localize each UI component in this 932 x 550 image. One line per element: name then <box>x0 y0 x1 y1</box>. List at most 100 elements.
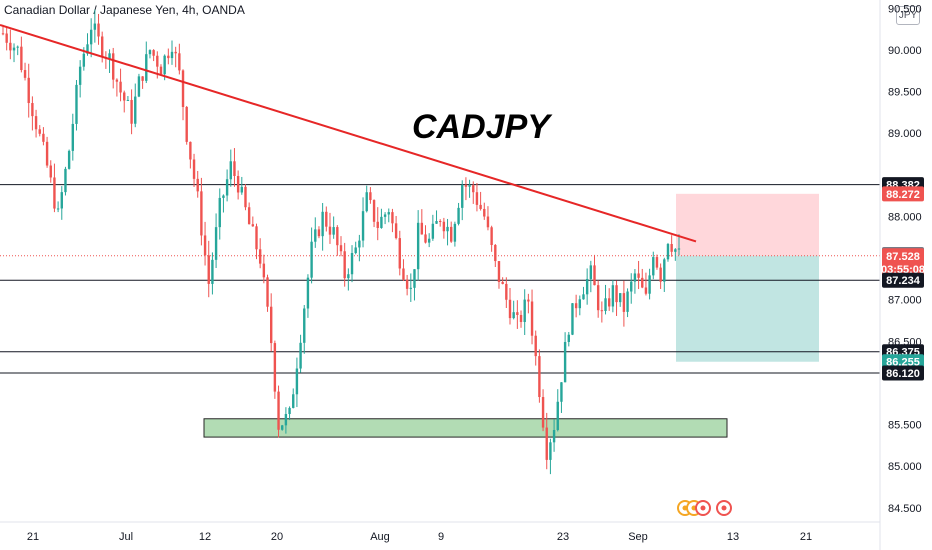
candle-body <box>339 245 343 252</box>
candle-body <box>659 267 662 282</box>
candle-body <box>607 298 611 307</box>
candle-body <box>200 191 203 236</box>
candle-body <box>49 165 52 178</box>
candle-body <box>328 226 332 235</box>
candle-body <box>266 277 269 307</box>
trendline[interactable] <box>0 24 697 243</box>
x-tick-label: 21 <box>800 531 812 543</box>
candle-body <box>78 66 82 85</box>
candle-body <box>5 33 8 43</box>
candle-body <box>159 66 163 75</box>
candle-body <box>123 92 126 101</box>
candle-body <box>358 240 361 248</box>
candle-body <box>273 343 277 392</box>
candle-body <box>604 298 607 311</box>
candle-body <box>189 141 192 160</box>
candle-body <box>442 221 446 232</box>
candle-body <box>236 175 240 193</box>
candle-body <box>350 253 354 275</box>
candle-body <box>435 221 438 224</box>
price-label: 88.272 <box>886 189 920 201</box>
candle-body <box>295 368 299 395</box>
candle-body <box>376 221 379 228</box>
y-tick-label: 89.000 <box>888 128 922 140</box>
x-tick-label: 20 <box>271 531 283 543</box>
stop-loss-zone[interactable] <box>676 193 819 256</box>
candle-body <box>508 299 512 319</box>
candle-body <box>53 177 56 209</box>
candle-body <box>600 310 604 312</box>
candle-body <box>258 249 262 264</box>
candle-body <box>596 285 600 311</box>
candle-body <box>185 106 188 142</box>
candle-body <box>523 299 526 323</box>
currency-button[interactable]: JPY <box>896 6 920 25</box>
candle-body <box>677 248 681 250</box>
candle-body <box>211 259 214 284</box>
candle-body <box>409 287 413 289</box>
support-zone[interactable] <box>203 418 728 438</box>
candle-body <box>12 47 16 51</box>
candle-body <box>38 129 41 134</box>
candle-body <box>86 44 89 54</box>
candle-body <box>284 414 288 426</box>
candle-body <box>277 391 280 430</box>
candle-body <box>578 299 582 309</box>
price-label-box <box>882 186 924 202</box>
candle-body <box>343 251 346 279</box>
candle-body <box>420 222 424 235</box>
candle-body <box>383 214 387 217</box>
candle-body <box>567 334 570 342</box>
candle-body <box>269 306 273 344</box>
candle-body <box>281 425 284 430</box>
candle-body <box>652 257 655 276</box>
candle-body <box>512 312 515 319</box>
candle-body <box>181 70 185 107</box>
price-label-box <box>882 365 924 381</box>
candle-body <box>71 123 75 151</box>
candle-body <box>369 192 372 201</box>
x-tick-label: 9 <box>438 531 444 543</box>
candle-body <box>589 265 593 279</box>
price-label-box <box>882 248 924 277</box>
y-tick-label: 85.500 <box>888 420 922 432</box>
candle-body <box>148 50 152 55</box>
candle-body <box>20 46 23 71</box>
candle-body <box>398 238 401 269</box>
candle-body <box>218 197 221 228</box>
candle-body <box>89 29 93 45</box>
candle-body <box>472 185 475 193</box>
candle-body <box>655 257 659 268</box>
candle-body <box>119 81 122 93</box>
candle-body <box>615 285 618 303</box>
candle-body <box>630 281 633 292</box>
candle-body <box>394 223 398 239</box>
candle-body <box>593 265 596 286</box>
candle-body <box>468 185 471 187</box>
x-tick-label: Aug <box>370 531 390 543</box>
event-icon-dot <box>721 505 727 511</box>
candle-body <box>552 430 556 443</box>
candle-body <box>582 294 585 300</box>
y-tick-label: 89.500 <box>888 87 922 99</box>
candle-body <box>405 279 409 289</box>
candle-body <box>619 293 622 303</box>
candle-body <box>560 382 563 402</box>
candle-body <box>255 226 258 250</box>
candle-body <box>549 442 552 460</box>
x-tick-label: 21 <box>27 531 39 543</box>
candle-body <box>450 226 453 242</box>
candle-body <box>464 184 468 187</box>
y-tick-label: 87.000 <box>888 295 922 307</box>
candle-body <box>372 200 376 222</box>
candle-body <box>325 211 328 227</box>
candle-body <box>9 42 12 51</box>
candle-body <box>387 212 390 215</box>
candle-body <box>97 23 100 37</box>
candle-body <box>563 341 567 383</box>
candle-body <box>174 51 177 54</box>
candle-body <box>527 299 530 302</box>
take-profit-zone[interactable] <box>676 255 819 362</box>
y-tick-label: 84.500 <box>888 503 922 515</box>
